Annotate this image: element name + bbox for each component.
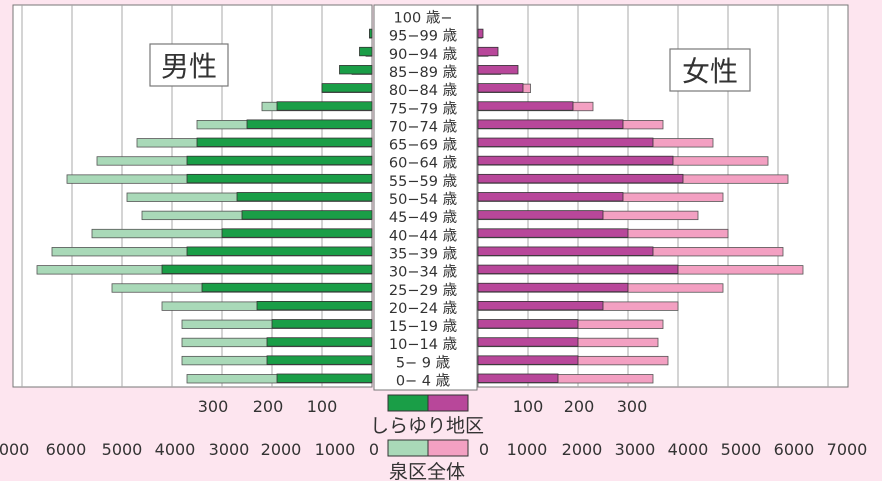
local-tick-label: 300 [617,397,648,416]
bar-local-female [477,319,579,329]
district-tick-label: 1000 [315,440,356,459]
bar-local-female [477,264,679,275]
bar-local-female [477,228,629,238]
district-tick-label: 6000 [46,440,87,459]
age-label: 75−79 歳 [389,100,457,117]
district-tick-label: 6000 [774,440,815,459]
age-label: 25−29 歳 [389,282,457,299]
bar-local-female [477,300,604,311]
age-label: 70−74 歳 [389,118,457,135]
age-label: 90−94 歳 [389,46,457,63]
bar-local-female [477,137,654,147]
age-label: 85−89 歳 [389,64,457,81]
local-legend-label: しらゆり地区 [370,415,484,437]
bar-local-male [186,155,373,166]
local-tick-label: 200 [564,397,595,416]
legend-swatch-female-local [427,394,469,412]
bars [36,28,804,384]
bar-local-female [477,355,579,365]
bar-local-male [186,246,373,256]
bar-local-male [236,192,373,202]
district-tick-label: 3000 [615,440,656,459]
male-panel-label-box: 男性 [149,43,229,87]
legend-swatch-male-district [387,439,429,457]
district-tick-label: 5000 [102,440,143,459]
age-label: 40−44 歳 [389,227,457,244]
bar-local-male [246,119,373,129]
bar-local-male [359,46,373,57]
bar-local-male [271,319,373,329]
bar-local-female [477,119,624,129]
district-tick-label: 7000 [827,440,868,459]
local-tick-label: 100 [513,397,544,416]
legend-swatch-female-district [427,439,469,457]
legend-swatch-male-local [387,394,429,412]
district-tick-label: 3000 [209,440,250,459]
age-labels: 100 歳−95−99 歳90−94 歳85−89 歳80−84 歳75−79 … [389,10,457,390]
bar-local-female [477,337,579,347]
local-tick-label: 200 [253,397,284,416]
local-axis-tick-labels: 300 200 100 100 200 300 [198,397,648,416]
age-label: 0− 4 歳 [396,373,450,390]
age-label: 50−54 歳 [389,191,457,208]
age-label: 65−69 歳 [389,137,457,154]
age-label: 30−34 歳 [389,264,457,281]
bar-local-female [477,246,654,256]
bar-local-male [276,373,373,383]
age-label: 95−99 歳 [389,28,457,45]
bar-local-male [321,83,373,93]
district-legend-label: 泉区全体 [389,461,465,481]
local-tick-label: 300 [198,397,229,416]
bar-local-female [477,101,574,111]
bar-local-male [369,28,373,39]
district-tick-label: 4000 [668,440,709,459]
bar-local-female [477,46,499,57]
age-label: 5− 9 歳 [396,354,450,371]
age-label: 10−14 歳 [389,336,457,353]
bar-local-male [276,101,373,111]
age-label: 100 歳− [394,10,453,27]
bar-local-male [266,337,373,347]
bar-local-male [186,173,373,184]
bar-local-male [241,210,373,220]
district-tick-label: 2000 [261,440,302,459]
female-panel-label-box: 女性 [669,48,751,92]
bar-local-male [221,228,373,238]
district-tick-label: 7000 [0,440,29,459]
bar-local-female [477,28,484,39]
bar-local-male [256,300,373,311]
age-label: 80−84 歳 [389,82,457,99]
bar-local-female [477,65,519,75]
age-label: 55−59 歳 [389,173,457,190]
district-tick-label: 0 [479,440,489,459]
bar-local-male [339,65,373,75]
local-tick-label: 100 [307,397,338,416]
age-label-column [373,4,478,391]
bar-local-female [477,282,629,293]
bar-local-female [477,192,624,202]
district-axis-tick-labels: 7000 6000 5000 4000 3000 2000 1000 0 0 1000 2000 30… [0,440,867,459]
bar-local-male [201,282,373,293]
age-label: 20−24 歳 [389,300,457,317]
age-label: 35−39 歳 [389,245,457,262]
bar-local-female [477,373,559,383]
district-tick-label: 0 [369,440,379,459]
bar-local-female [477,173,684,184]
female-panel-label: 女性 [682,55,738,88]
district-tick-label: 5000 [721,440,762,459]
male-panel-label: 男性 [161,50,217,83]
district-tick-label: 2000 [562,440,603,459]
bar-local-male [196,137,373,147]
bar-local-female [477,83,524,93]
bar-local-male [266,355,373,365]
age-label: 45−49 歳 [389,209,457,226]
district-tick-label: 4000 [155,440,196,459]
age-label: 15−19 歳 [389,318,457,335]
bar-local-female [477,210,604,220]
bar-local-female [477,155,674,166]
district-tick-label: 1000 [507,440,548,459]
age-label: 60−64 歳 [389,155,457,172]
bar-local-male [161,264,373,275]
